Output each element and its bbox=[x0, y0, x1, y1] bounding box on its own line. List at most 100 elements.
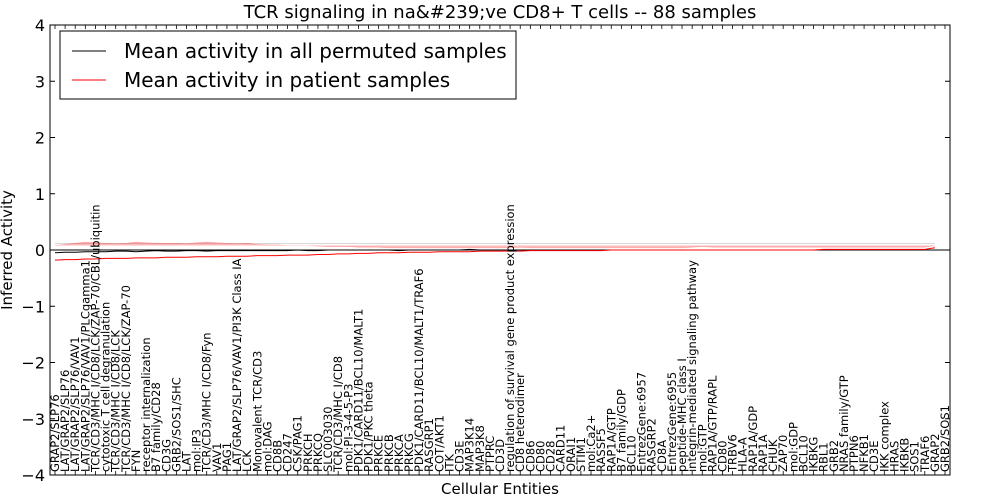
x-tick-label: mol:GTP bbox=[695, 424, 709, 472]
x-tick-label: PRKCE bbox=[372, 435, 386, 472]
x-tick-label: LCK bbox=[240, 450, 254, 472]
x-tick-label: IKBKG bbox=[807, 437, 821, 472]
x-tick-label: IKK complex bbox=[877, 401, 891, 472]
x-tick-label: PDK1/PKC theta bbox=[362, 381, 376, 471]
x-tick-label: GRAP2 bbox=[928, 433, 942, 472]
legend-label-patient: Mean activity in patient samples bbox=[124, 68, 450, 92]
x-tick-label: COT/AKT1 bbox=[432, 415, 446, 472]
x-tick-label: TCR/CD3/MHC I/CD8/LCK/ZAP-70 bbox=[119, 285, 133, 473]
x-tick-label: CARD11 bbox=[554, 425, 568, 472]
x-tick-label: CD8B bbox=[271, 440, 285, 472]
x-tick-label: RASGRP2 bbox=[645, 418, 659, 472]
x-tick-label: BCL10 bbox=[796, 435, 810, 472]
x-tick-label: mol:Ca2+ bbox=[584, 415, 598, 472]
x-tick-label: cytotoxic T cell degranulation bbox=[99, 302, 113, 472]
x-tick-label: receptor internalization bbox=[139, 337, 153, 472]
x-tick-labels: GRAP2/SLP76LAT/GRAP2/SLP76LAT/GRAP2/SLP7… bbox=[48, 25, 952, 475]
x-tick-label: PDK1/CARD11/BCL10/MALT1/TRAF6 bbox=[412, 268, 426, 472]
x-tick-label: RAP1A bbox=[756, 434, 770, 472]
x-tick-label: PRKCG bbox=[402, 433, 416, 472]
x-tick-label: CD247 bbox=[281, 433, 295, 472]
x-tick-label: CD3D bbox=[493, 439, 507, 472]
y-tick-label: −1 bbox=[21, 297, 45, 316]
x-tick-label: PDK1/CARD11/BCL10/MALT1 bbox=[351, 309, 365, 472]
legend-box bbox=[59, 30, 517, 100]
x-tick-label: Monovalent TCR/CD3 bbox=[250, 351, 264, 472]
y-axis: −4 −3 −2 −1 0 1 2 3 4 bbox=[21, 16, 950, 485]
x-tick-label: GRAP2/SLP76 bbox=[48, 394, 62, 472]
y-tick-label: −4 bbox=[21, 466, 45, 485]
x-tick-label: CD80 bbox=[534, 441, 548, 473]
legend-label-permuted: Mean activity in all permuted samples bbox=[124, 39, 507, 63]
y-tick-label: 3 bbox=[35, 72, 45, 91]
x-tick-label: NRAS family/GTP bbox=[837, 375, 851, 472]
x-tick-label: CHUK bbox=[766, 439, 780, 472]
x-tick-label: LAT/GRAP2/SLP76/VAV1/PLCgamma1 bbox=[78, 260, 92, 472]
series-lines bbox=[54, 247, 935, 261]
x-tick-label: GRB2/SOS1 bbox=[938, 405, 952, 472]
x-tick-label: VAV1 bbox=[210, 443, 224, 472]
x-tick-label: MAP3K14 bbox=[463, 418, 477, 472]
x-tick-label: ZAP70 bbox=[776, 435, 790, 472]
x-tick-label: HRAS bbox=[887, 441, 901, 472]
x-tick-label: EntrezGene:6957 bbox=[635, 372, 649, 472]
x-tick-label: CD3E bbox=[867, 441, 881, 472]
legend: Mean activity in all permuted samples Me… bbox=[59, 30, 517, 100]
x-tick-label: CD28 bbox=[544, 441, 558, 473]
plot-frame bbox=[49, 24, 951, 476]
x-tick-label: BCL10 bbox=[625, 435, 639, 472]
x-tick-label: ORAI1 bbox=[564, 437, 578, 472]
y-tick-label: 2 bbox=[35, 129, 45, 148]
x-tick-label: STIM1 bbox=[574, 437, 588, 472]
x-tick-label: TRBV6 bbox=[726, 434, 740, 473]
x-tick-label: peptide-MHC class I bbox=[675, 358, 689, 472]
x-tick-label: PAG1 bbox=[220, 442, 234, 472]
x-tick-label: LAT/GRAP2/SLP76/VAV1 bbox=[68, 336, 82, 472]
x-tick-label: TRAF6 bbox=[918, 436, 932, 473]
y-tick-label: −3 bbox=[21, 410, 45, 429]
x-tick-label: CD3G bbox=[159, 439, 173, 472]
x-tick-label: SOS1 bbox=[908, 441, 922, 472]
x-tick-label: EntrezGene:6955 bbox=[665, 372, 679, 472]
x-tick-label: TCR/CD3/MHC I/CD8/LCK bbox=[109, 330, 123, 473]
x-tick-label: RBL1 bbox=[817, 442, 831, 472]
x-tick-label: regulation of survival gene product expr… bbox=[503, 204, 517, 472]
x-tick-label: TCR/CD3/MHC I/CD8/Fyn bbox=[200, 332, 214, 473]
x-tick-label: PRKCH bbox=[301, 433, 315, 472]
x-tick-label: mol:DAG bbox=[260, 421, 274, 472]
x-tick-label: RASGRP1 bbox=[422, 418, 436, 472]
confidence-bands bbox=[54, 241, 935, 249]
y-tick-label: 4 bbox=[35, 16, 45, 35]
x-tick-label: GRB2/SOS1/SHC bbox=[169, 377, 183, 472]
x-tick-label: LAT/GRAP2/SLP76 bbox=[58, 370, 72, 472]
x-tick-label: integrin-mediated signaling pathway bbox=[685, 260, 699, 472]
x-tick-label: RAP1A/GTP bbox=[604, 408, 618, 472]
x-tick-label: ITK bbox=[442, 454, 456, 472]
x-tick-label: CD3E bbox=[453, 440, 467, 471]
x-tick-label: PRKCB bbox=[382, 434, 396, 472]
x-tick-label: LAT bbox=[180, 450, 194, 472]
x-tick-label: RAP1A/GDP bbox=[746, 406, 760, 472]
x-tick-label: CD80 bbox=[716, 440, 730, 472]
x-tick-label: CD86 bbox=[523, 440, 537, 472]
x-tick-label: mol:PI-3-4-5-P3 bbox=[341, 384, 355, 472]
x-tick-label: mol:GDP bbox=[786, 422, 800, 472]
x-tick-label: TCR/CD3/MHC I/CD8 bbox=[331, 356, 345, 473]
x-tick-label: MAP3K8 bbox=[473, 425, 487, 472]
x-tick-label: FYN bbox=[129, 450, 143, 472]
patient-band bbox=[54, 241, 935, 249]
x-tick-label: CD8 heterodimer bbox=[513, 373, 527, 472]
chart-title: TCR signaling in na&#239;ve CD8+ T cells… bbox=[243, 2, 757, 23]
y-tick-label: 1 bbox=[35, 185, 45, 204]
x-tick-label: PTPN6 bbox=[847, 435, 861, 472]
x-tick-label: GRB2 bbox=[827, 440, 841, 472]
x-tick-label: mol:IP3 bbox=[190, 429, 204, 472]
x-tick-label: CD8A bbox=[655, 440, 669, 472]
x-tick-label: RAP1A/GTP/RAPL bbox=[705, 375, 719, 472]
x-tick-label: PTPRC bbox=[483, 436, 497, 472]
y-tick-label: −2 bbox=[21, 354, 45, 373]
patient-mean-line bbox=[54, 247, 935, 261]
y-tick-label: 0 bbox=[35, 241, 45, 260]
x-axis-label: Cellular Entities bbox=[441, 480, 559, 498]
